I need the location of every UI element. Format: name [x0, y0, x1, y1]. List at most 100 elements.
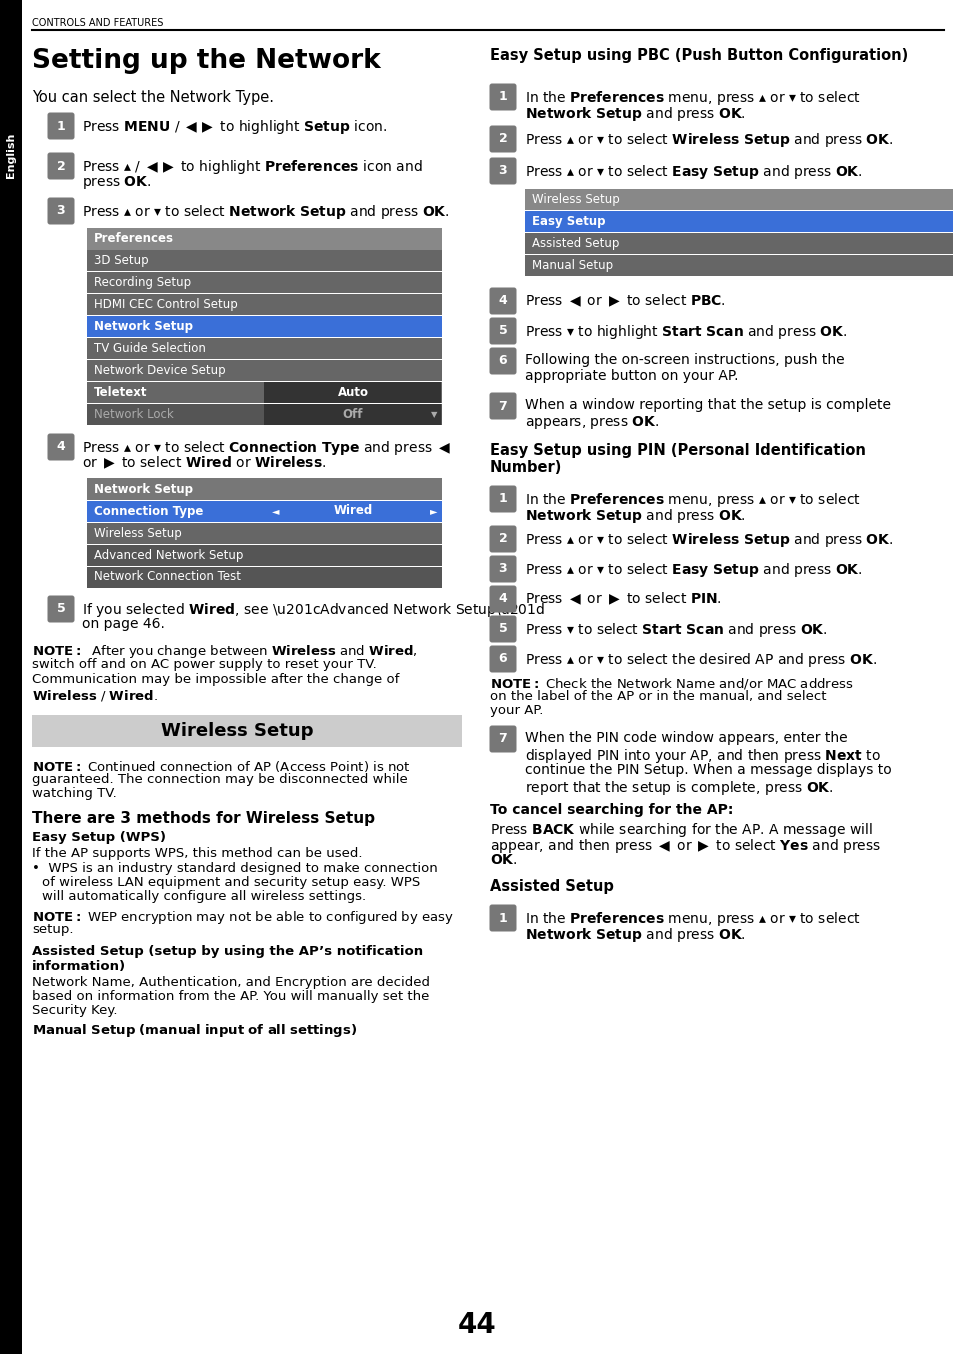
FancyBboxPatch shape: [489, 126, 516, 153]
Text: 5: 5: [498, 325, 507, 337]
Text: 4: 4: [498, 295, 507, 307]
Text: 7: 7: [498, 399, 507, 413]
Text: your AP.: your AP.: [490, 704, 543, 718]
Text: Setting up the Network: Setting up the Network: [32, 47, 380, 74]
Text: When a window reporting that the setup is complete: When a window reporting that the setup i…: [524, 398, 890, 412]
Text: 1: 1: [56, 119, 66, 133]
FancyBboxPatch shape: [48, 112, 74, 139]
Text: Wired: Wired: [333, 505, 373, 517]
FancyBboxPatch shape: [489, 393, 516, 420]
Text: continue the PIN Setup. When a message displays to: continue the PIN Setup. When a message d…: [524, 764, 891, 777]
Text: based on information from the AP. You will manually set the: based on information from the AP. You wi…: [32, 990, 429, 1003]
Bar: [0, 0, 22, 1354]
Text: ►: ►: [429, 506, 436, 516]
FancyBboxPatch shape: [48, 153, 74, 180]
Text: 7: 7: [498, 733, 507, 746]
Text: Press $\blacktriangledown$ to highlight $\mathbf{Start\ Scan}$ and press $\mathb: Press $\blacktriangledown$ to highlight …: [524, 324, 846, 341]
Bar: [87, 501, 441, 523]
Text: 3: 3: [498, 164, 507, 177]
Text: watching TV.: watching TV.: [32, 787, 116, 800]
Text: 2: 2: [498, 532, 507, 546]
Text: 4: 4: [498, 593, 507, 605]
Text: $\mathbf{Network\ Setup}$ and press $\mathbf{OK}$.: $\mathbf{Network\ Setup}$ and press $\ma…: [524, 926, 745, 944]
Text: setup.: setup.: [32, 923, 73, 936]
Text: Assisted Setup: Assisted Setup: [490, 879, 613, 894]
Text: Connection Type: Connection Type: [94, 505, 203, 517]
Text: appears, press $\mathbf{OK}$.: appears, press $\mathbf{OK}$.: [524, 414, 659, 431]
Text: $\mathbf{Network\ Setup}$ and press $\mathbf{OK}$.: $\mathbf{Network\ Setup}$ and press $\ma…: [524, 106, 745, 123]
Text: Press $\blacktriangle$ or $\blacktriangledown$ to select $\mathbf{Easy\ Setup}$ : Press $\blacktriangle$ or $\blacktriangl…: [524, 162, 862, 181]
Text: $\mathbf{Wireless}$ / $\mathbf{Wired}$.: $\mathbf{Wireless}$ / $\mathbf{Wired}$.: [32, 688, 157, 703]
FancyBboxPatch shape: [489, 555, 516, 582]
Text: HDMI CEC Control Setup: HDMI CEC Control Setup: [94, 298, 237, 311]
Bar: [524, 190, 953, 210]
Bar: [87, 403, 441, 425]
Text: or $\blacktriangleright$ to select $\mathbf{Wired}$ or $\mathbf{Wireless}$.: or $\blacktriangleright$ to select $\mat…: [82, 455, 326, 471]
Text: If you selected $\mathbf{Wired}$, see \u201cAdvanced Network Setup\u201d: If you selected $\mathbf{Wired}$, see \u…: [82, 601, 544, 619]
Text: Network Setup: Network Setup: [94, 482, 193, 496]
Text: 3: 3: [498, 562, 507, 575]
Bar: [87, 478, 441, 500]
Text: Off: Off: [342, 408, 363, 421]
Text: Security Key.: Security Key.: [32, 1005, 117, 1017]
Text: Advanced Network Setup: Advanced Network Setup: [94, 548, 243, 562]
Text: Manual Setup: Manual Setup: [532, 259, 613, 272]
Text: Teletext: Teletext: [94, 386, 148, 399]
Text: Press $\blacktriangle$ or $\blacktriangledown$ to select $\mathbf{Wireless\ Setu: Press $\blacktriangle$ or $\blacktriangl…: [524, 131, 892, 149]
Text: Press $\blacktriangle$ / $\blacktriangleleft\blacktriangleright$ to highlight $\: Press $\blacktriangle$ / $\blacktriangle…: [82, 158, 422, 176]
Text: Assisted Setup: Assisted Setup: [532, 237, 618, 249]
Bar: [264, 382, 440, 403]
FancyBboxPatch shape: [489, 726, 516, 753]
Text: 1: 1: [498, 493, 507, 505]
Text: Press $\blacktriangle$ or $\blacktriangledown$ to select the desired AP and pres: Press $\blacktriangle$ or $\blacktriangl…: [524, 651, 876, 669]
Bar: [524, 211, 953, 232]
Text: Communication may be impossible after the change of: Communication may be impossible after th…: [32, 673, 399, 686]
Text: 1: 1: [498, 911, 507, 925]
Text: 6: 6: [498, 653, 507, 666]
Bar: [524, 255, 953, 276]
Text: 3: 3: [56, 204, 65, 218]
Text: $\mathbf{Manual\ Setup\ (manual\ input\ of\ all\ settings)}$: $\mathbf{Manual\ Setup\ (manual\ input\ …: [32, 1022, 356, 1039]
Bar: [524, 233, 953, 255]
Bar: [87, 315, 441, 337]
Text: You can select the Network Type.: You can select the Network Type.: [32, 89, 274, 106]
FancyBboxPatch shape: [48, 198, 74, 225]
Bar: [87, 272, 441, 292]
FancyBboxPatch shape: [489, 486, 516, 513]
Text: Easy Setup using PBC (Push Button Configuration): Easy Setup using PBC (Push Button Config…: [490, 47, 907, 64]
Text: 4: 4: [56, 440, 66, 454]
Text: Wireless Setup: Wireless Setup: [94, 527, 182, 539]
Text: ◄: ◄: [272, 506, 279, 516]
Text: 6: 6: [498, 355, 507, 367]
Text: To cancel searching for the AP:: To cancel searching for the AP:: [490, 803, 733, 816]
Text: Number): Number): [490, 460, 561, 475]
Text: Network Name, Authentication, and Encryption are decided: Network Name, Authentication, and Encryp…: [32, 976, 430, 988]
Text: $\mathbf{NOTE:}$ WEP encryption may not be able to configured by easy: $\mathbf{NOTE:}$ WEP encryption may not …: [32, 909, 454, 926]
Text: $\mathbf{NOTE:}$ Check the Network Name and/or MAC address: $\mathbf{NOTE:}$ Check the Network Name …: [490, 676, 853, 691]
Text: guaranteed. The connection may be disconnected while: guaranteed. The connection may be discon…: [32, 773, 407, 787]
FancyBboxPatch shape: [489, 904, 516, 932]
Text: of wireless LAN equipment and security setup easy. WPS: of wireless LAN equipment and security s…: [42, 876, 420, 890]
Text: 5: 5: [498, 623, 507, 635]
Text: $\mathbf{OK}$.: $\mathbf{OK}$.: [490, 853, 517, 867]
Bar: [87, 523, 441, 544]
Text: 3D Setup: 3D Setup: [94, 255, 149, 267]
FancyBboxPatch shape: [489, 525, 516, 552]
Text: In the $\mathbf{Preferences}$ menu, press $\blacktriangle$ or $\blacktriangledow: In the $\mathbf{Preferences}$ menu, pres…: [524, 89, 860, 107]
Text: Press $\blacktriangle$ or $\blacktriangledown$ to select $\mathbf{Connection\ Ty: Press $\blacktriangle$ or $\blacktriangl…: [82, 439, 451, 458]
Text: English: English: [6, 133, 16, 177]
Text: Easy Setup (WPS): Easy Setup (WPS): [32, 831, 166, 844]
Text: information): information): [32, 960, 126, 974]
Text: appear, and then press $\blacktriangleleft$ or $\blacktriangleright$ to select $: appear, and then press $\blacktrianglele…: [490, 837, 881, 854]
Text: Wireless Setup: Wireless Setup: [532, 192, 619, 206]
FancyBboxPatch shape: [489, 646, 516, 673]
Text: 44: 44: [457, 1311, 496, 1339]
Text: CONTROLS AND FEATURES: CONTROLS AND FEATURES: [32, 18, 163, 28]
Text: Easy Setup using PIN (Personal Identification: Easy Setup using PIN (Personal Identific…: [490, 443, 865, 458]
Text: Recording Setup: Recording Setup: [94, 276, 191, 288]
Text: will automatically configure all wireless settings.: will automatically configure all wireles…: [42, 890, 366, 903]
Text: switch off and on AC power supply to reset your TV.: switch off and on AC power supply to res…: [32, 658, 376, 672]
Text: Network Device Setup: Network Device Setup: [94, 364, 226, 376]
Bar: [87, 567, 441, 588]
Text: Press $\blacktriangleleft$ or $\blacktriangleright$ to select $\mathbf{PBC}$.: Press $\blacktriangleleft$ or $\blacktri…: [524, 292, 725, 310]
